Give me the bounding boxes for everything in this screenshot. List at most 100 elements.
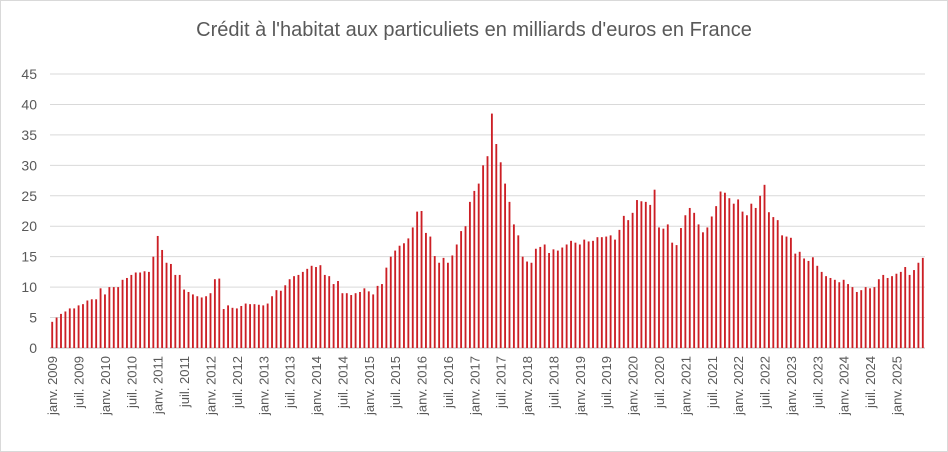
y-tick-label: 15	[21, 249, 37, 265]
bar	[455, 244, 458, 348]
bar	[161, 249, 164, 348]
bar	[464, 226, 467, 348]
bar	[640, 201, 643, 348]
bar	[847, 284, 849, 348]
bar	[803, 258, 806, 348]
bar	[552, 249, 555, 348]
y-tick-label: 0	[29, 340, 37, 356]
y-tick-label: 30	[21, 157, 37, 173]
bar	[121, 279, 124, 348]
x-tick-label: juil. 2016	[441, 356, 456, 409]
bar	[323, 274, 326, 348]
y-tick-label: 20	[21, 218, 37, 234]
bar	[543, 244, 546, 348]
bar	[605, 236, 608, 348]
bar	[64, 311, 67, 348]
bar	[345, 293, 348, 348]
x-tick-label: juil. 2010	[124, 356, 139, 409]
bar	[767, 212, 770, 348]
bar	[728, 198, 731, 348]
bar	[539, 246, 542, 348]
bar	[222, 309, 225, 348]
bar	[820, 271, 823, 348]
bar	[517, 235, 520, 348]
bar	[895, 273, 898, 348]
bar	[398, 245, 401, 348]
bar	[833, 279, 836, 348]
x-tick-label: juil. 2012	[230, 356, 245, 409]
x-tick-label: janv. 2020	[626, 356, 641, 416]
bar	[174, 274, 177, 348]
bar	[235, 308, 238, 348]
bar	[209, 293, 212, 348]
bar	[855, 291, 858, 348]
bar	[860, 290, 863, 348]
bar	[864, 287, 867, 348]
bar	[187, 291, 190, 348]
bar	[156, 235, 159, 348]
bar	[662, 228, 665, 348]
bar	[372, 294, 375, 348]
bar	[772, 217, 775, 348]
bar	[363, 288, 366, 348]
bar	[367, 291, 370, 348]
bar	[477, 183, 480, 348]
x-tick-label: juil. 2020	[652, 356, 667, 409]
bar	[842, 279, 845, 348]
bar	[196, 296, 199, 348]
y-tick-label: 10	[21, 279, 37, 295]
x-tick-label: janv. 2024	[837, 356, 852, 416]
bar	[649, 204, 652, 348]
bar	[548, 253, 550, 348]
bar	[816, 265, 819, 348]
bar	[583, 239, 586, 348]
bar	[183, 289, 186, 348]
x-tick-label: janv. 2017	[467, 356, 482, 416]
bar	[838, 282, 841, 348]
bar	[213, 279, 216, 348]
bar	[108, 287, 111, 348]
bar	[126, 277, 128, 348]
bar	[596, 237, 599, 348]
bar	[530, 262, 533, 348]
bar	[719, 191, 722, 348]
bar	[218, 278, 221, 348]
x-tick-label: janv. 2009	[45, 356, 60, 416]
bar	[785, 236, 788, 348]
bar	[354, 293, 357, 348]
bar	[95, 299, 98, 348]
bar	[499, 162, 502, 348]
bar	[433, 256, 436, 348]
chart-title: Crédit à l'habitat aux particuliets en m…	[196, 19, 752, 41]
bar	[882, 274, 885, 348]
bar	[921, 257, 924, 348]
x-tick-label: janv. 2018	[520, 356, 535, 416]
bar	[200, 297, 203, 348]
bar	[51, 321, 54, 348]
bar	[249, 304, 251, 348]
bar	[781, 235, 784, 348]
x-tick-label: janv. 2021	[678, 356, 693, 416]
bar	[763, 184, 766, 348]
bar	[759, 195, 762, 348]
bar	[490, 113, 493, 348]
bar	[60, 313, 62, 348]
bar	[746, 215, 748, 348]
bar	[829, 277, 832, 348]
bar	[341, 293, 344, 348]
bar	[578, 244, 581, 348]
bar	[724, 192, 726, 348]
bar	[77, 305, 80, 348]
bar	[869, 288, 871, 348]
bar	[636, 200, 638, 348]
bar	[807, 260, 810, 348]
bar	[104, 294, 106, 348]
bar	[227, 305, 229, 348]
bar	[798, 251, 801, 348]
bar	[851, 287, 854, 348]
bar	[271, 296, 273, 348]
bar	[886, 277, 889, 348]
bar	[618, 229, 621, 348]
